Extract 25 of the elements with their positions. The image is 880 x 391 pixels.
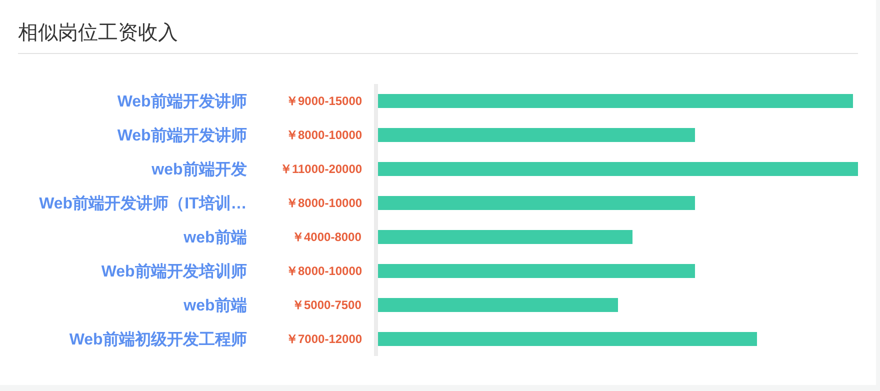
- text: ￥4000-8000: [292, 230, 362, 244]
- y-tick-label: Web前端开发讲师: [117, 126, 247, 145]
- y-tick-label: Web前端开发讲师（IT培训…: [39, 194, 247, 213]
- bar: [378, 196, 695, 210]
- text: ￥11000-20000: [280, 162, 362, 176]
- y-tick-label: web前端: [182, 296, 247, 315]
- text: ￥7000-12000: [286, 332, 362, 346]
- text: ￥9000-15000: [286, 94, 362, 108]
- bar: [378, 162, 858, 176]
- text: ￥8000-10000: [286, 128, 362, 142]
- text: 相似岗位工资收入: [18, 20, 178, 44]
- y-tick-label: web前端开发: [150, 160, 247, 179]
- text: ￥5000-7500: [292, 298, 362, 312]
- y-tick-label: Web前端开发讲师: [117, 92, 247, 111]
- bar: [378, 230, 632, 244]
- bar: [378, 264, 695, 278]
- y-tick-label: Web前端开发培训师: [101, 262, 247, 281]
- text: ￥8000-10000: [286, 196, 362, 210]
- bar: [378, 128, 695, 142]
- bar: [378, 94, 854, 108]
- y-tick-label: web前端: [182, 228, 247, 247]
- bar: [378, 298, 618, 312]
- y-tick-label: Web前端初级开发工程师: [69, 330, 247, 349]
- text: ￥8000-10000: [286, 264, 362, 278]
- bar: [378, 332, 758, 346]
